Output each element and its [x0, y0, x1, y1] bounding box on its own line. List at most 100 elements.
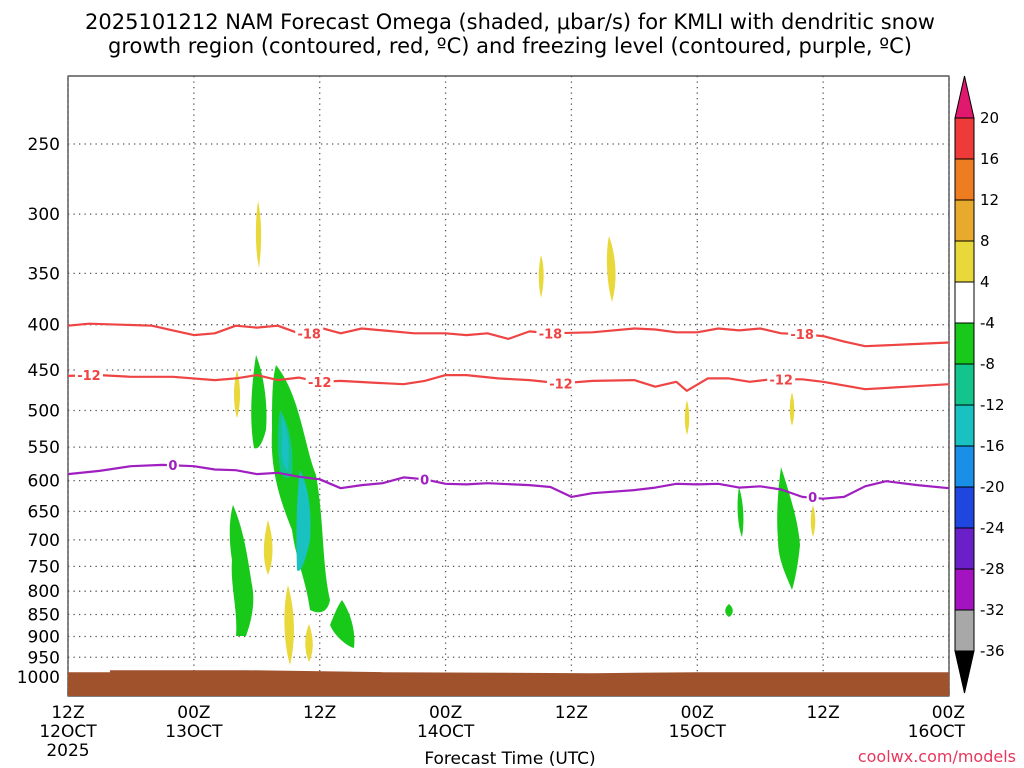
y-tick-label: 450 [28, 361, 60, 381]
x-tick-year: 2025 [46, 741, 89, 761]
colorbar-label: 8 [980, 232, 990, 250]
x-tick-date: 14OCT [417, 722, 475, 742]
x-tick-date: 13OCT [165, 722, 223, 742]
colorbar-label: -28 [980, 560, 1005, 578]
y-tick-label: 350 [28, 264, 60, 284]
contour-label: 0 [420, 473, 429, 488]
colorbar-label: -32 [980, 601, 1005, 619]
omega-sinking-area [789, 392, 795, 426]
colorbar-swatch [954, 322, 975, 365]
contour-label: 0 [168, 459, 177, 474]
omega-rising-area [229, 505, 254, 636]
omega-shading [229, 201, 816, 665]
y-tick-label: 700 [28, 531, 60, 551]
x-tick-label: 12Z [555, 703, 588, 723]
omega-rising-area [725, 604, 733, 617]
freezing-level-line [67, 463, 950, 500]
x-tick-date: 12OCT [39, 722, 97, 742]
colorbar-swatch [954, 281, 975, 324]
y-tick-label: 900 [28, 628, 60, 648]
y-axis-labels: 250 300 350 400 450 500 550 600 650 700 … [17, 135, 60, 688]
x-tick-label: 00Z [429, 703, 462, 723]
terrain-layer [68, 670, 949, 696]
y-tick-label: 400 [28, 316, 60, 336]
x-axis-title: Forecast Time (UTC) [424, 749, 595, 768]
minus-12-isotherm-line [67, 374, 950, 392]
contour-label: -12 [308, 376, 332, 391]
contour-label-bg [767, 372, 796, 387]
colorbar-swatch [954, 404, 975, 447]
omega-rising-area [251, 355, 267, 449]
x-tick-label: 12Z [303, 703, 336, 723]
omega-sinking-area [810, 505, 816, 537]
colorbar-swatch [954, 117, 975, 160]
omega-sinking-area [684, 400, 690, 435]
contour-label-bg [295, 326, 324, 341]
y-tick-label: 850 [28, 606, 60, 626]
colorbar-label: 16 [980, 150, 999, 168]
omega-rising-area [737, 487, 744, 537]
contour-lines: -18 -18 -18 -12 -12 -12 -12 0 0 0 [67, 322, 950, 506]
contour-label: -18 [790, 328, 814, 343]
colorbar-label: 4 [980, 273, 990, 291]
contour-label: -18 [297, 327, 321, 342]
y-tick-label: 300 [28, 205, 60, 225]
contour-label-bg [806, 489, 819, 504]
contour-label-bg [166, 457, 179, 472]
terrain [68, 670, 949, 696]
y-tick-label: 1000 [17, 668, 60, 688]
y-tick-label: 500 [28, 402, 60, 422]
colorbar-swatch [954, 609, 975, 652]
source-credit: coolwx.com/models [858, 747, 1016, 766]
omega-rising-area [281, 415, 289, 470]
x-tick-date: 15OCT [669, 722, 727, 742]
colorbar-top-arrow [954, 75, 975, 119]
contour-label-bg [74, 368, 103, 383]
colorbar-swatch [954, 527, 975, 570]
x-tick-date: 16OCT [908, 722, 966, 742]
colorbar-label: -16 [980, 437, 1005, 455]
colorbar-swatch [954, 240, 975, 283]
contour-label: -12 [77, 369, 101, 384]
omega-sinking-area [538, 255, 544, 298]
colorbar-label: -12 [980, 396, 1005, 414]
colorbar-swatch [954, 445, 975, 488]
omega-sinking-area [255, 201, 262, 268]
omega-rising-area [296, 470, 311, 571]
colorbar-label: -36 [980, 642, 1005, 660]
omega-rising-area [777, 467, 800, 590]
colorbar-bottom-arrow [954, 650, 975, 694]
colorbar-label: -4 [980, 314, 995, 332]
omega-sinking-area [263, 520, 273, 575]
colorbar-swatch [954, 363, 975, 406]
contour-label-bg [536, 326, 565, 341]
colorbar-swatch [954, 486, 975, 529]
colorbar-swatch [954, 199, 975, 242]
x-tick-label: 00Z [177, 703, 210, 723]
contour-label: -12 [549, 377, 573, 392]
y-tick-label: 800 [28, 582, 60, 602]
omega-sinking-area [234, 370, 240, 418]
contour-label-bg [788, 327, 817, 342]
x-axis-labels: 12Z 12OCT 2025 00Z 13OCT 12Z 00Z 14OCT 1… [39, 703, 965, 761]
chart-title-line2: growth region (contoured, red, ºC) and f… [108, 34, 912, 58]
y-tick-label: 950 [28, 648, 60, 668]
contour-label: 0 [808, 491, 817, 506]
colorbar-label: -24 [980, 519, 1005, 537]
colorbar [954, 75, 975, 694]
omega-sinking-area [606, 236, 616, 302]
colorbar-label: -20 [980, 478, 1005, 496]
x-tick-label: 12Z [51, 703, 84, 723]
colorbar-label: 20 [980, 109, 999, 127]
plot-frame [67, 75, 950, 697]
y-tick-label: 600 [28, 472, 60, 492]
colorbar-swatch [954, 568, 975, 611]
x-tick-label: 00Z [681, 703, 714, 723]
colorbar-label: 12 [980, 191, 999, 209]
y-tick-label: 250 [28, 135, 60, 155]
contour-label-bg [546, 376, 575, 391]
y-tick-label: 550 [28, 438, 60, 458]
y-tick-label: 750 [28, 557, 60, 577]
x-tick-label: 12Z [806, 703, 839, 723]
colorbar-label: -8 [980, 355, 995, 373]
